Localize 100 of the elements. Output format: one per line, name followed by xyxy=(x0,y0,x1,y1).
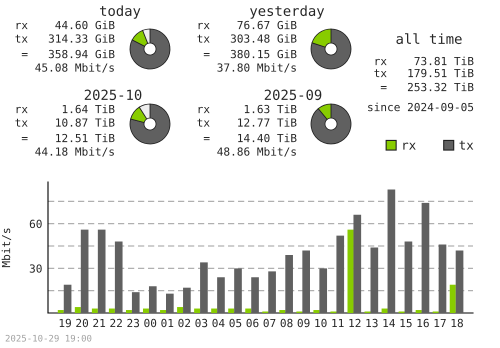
x-tick-label: 05 xyxy=(229,318,242,328)
x-tick-label: 14 xyxy=(383,318,395,328)
bar xyxy=(132,292,140,313)
donut-slice xyxy=(130,28,170,70)
bar xyxy=(211,308,218,313)
x-tick-label: 04 xyxy=(212,318,225,328)
chart-title: 2025-10 xyxy=(84,90,142,100)
text: = 14.40 TiB xyxy=(204,134,296,142)
x-tick-label: 06 xyxy=(246,318,258,328)
bar xyxy=(92,308,98,313)
x-tick-label: 10 xyxy=(315,318,327,328)
chart-title: yesterday xyxy=(250,5,324,19)
text: rx 73.81 TiB xyxy=(376,56,474,66)
bar xyxy=(58,310,64,313)
x-tick-label: 19 xyxy=(60,318,71,328)
x-tick-label: 07 xyxy=(264,318,276,328)
text: 45.08 Mbit/s xyxy=(35,63,114,73)
bar xyxy=(456,250,464,313)
bar xyxy=(279,310,286,313)
donut-slice xyxy=(310,28,352,70)
bar xyxy=(268,271,276,313)
text: all time xyxy=(396,33,462,44)
bar xyxy=(143,308,149,313)
x-tick-label: 11 xyxy=(332,318,344,328)
bar xyxy=(74,307,81,313)
x-tick-label: 03 xyxy=(195,318,208,328)
bar xyxy=(438,244,446,313)
bar xyxy=(302,250,310,313)
bar xyxy=(166,294,174,313)
text: tx 179.51 TiB xyxy=(374,68,474,78)
bar xyxy=(194,308,200,313)
x-tick-label: 23 xyxy=(127,318,140,328)
bar xyxy=(319,268,328,313)
legend-label: tx xyxy=(460,140,474,150)
bar xyxy=(370,248,378,313)
x-tick-label: 16 xyxy=(418,318,429,328)
text: 37.80 Mbit/s xyxy=(217,63,296,73)
x-tick-label: 17 xyxy=(434,318,446,328)
bar xyxy=(148,286,157,313)
bar xyxy=(64,284,72,313)
bar xyxy=(422,202,430,313)
text: since 2024-09-05 xyxy=(368,102,474,112)
text: tx 10.87 TiB xyxy=(15,118,114,127)
text: = 253.32 TiB xyxy=(380,82,474,92)
bar xyxy=(251,277,259,313)
bar xyxy=(347,230,354,313)
donut-slice xyxy=(130,104,170,144)
text: 48.86 Mbit/s xyxy=(217,147,296,157)
x-tick-label: 21 xyxy=(93,318,106,328)
bar xyxy=(353,214,362,313)
x-tick-label: 15 xyxy=(400,318,412,328)
bar xyxy=(228,308,234,313)
y-tick-label: 30 xyxy=(30,264,42,273)
bar xyxy=(382,308,388,313)
y-tick-label: 60 xyxy=(30,220,42,228)
bar xyxy=(404,242,412,313)
bar xyxy=(336,236,344,313)
bar xyxy=(177,307,184,313)
x-tick-label: 12 xyxy=(349,318,360,328)
text: tx 12.77 TiB xyxy=(197,118,296,127)
x-tick-label: 22 xyxy=(110,318,122,328)
bar xyxy=(234,268,242,313)
bar xyxy=(285,254,293,313)
x-tick-label: 13 xyxy=(366,318,378,328)
chart-title: today xyxy=(100,5,140,19)
bar xyxy=(416,310,422,313)
chart-title: 2025-09 xyxy=(264,90,322,100)
x-tick-label: 00 xyxy=(144,318,156,328)
text: rx 1.64 TiB xyxy=(16,104,114,114)
bar xyxy=(183,288,191,313)
text: 2025-10-29 19:00 xyxy=(6,334,92,342)
legend-label: rx xyxy=(403,142,416,150)
text: rx 44.60 GiB xyxy=(16,20,114,30)
text: tx 314.33 GiB xyxy=(15,34,114,43)
bar xyxy=(313,310,320,313)
text: = 358.94 GiB xyxy=(22,50,114,58)
text: = 12.51 TiB xyxy=(22,134,114,142)
bar xyxy=(160,310,166,313)
bar xyxy=(126,310,132,313)
bar xyxy=(245,308,252,313)
bar xyxy=(388,189,396,313)
text: rx 76.67 GiB xyxy=(198,20,296,30)
text: tx 303.48 GiB xyxy=(197,34,296,43)
x-tick-label: 20 xyxy=(76,318,88,328)
x-tick-label: 09 xyxy=(298,318,310,328)
x-tick-label: 08 xyxy=(280,318,293,328)
bar xyxy=(114,242,123,313)
x-tick-label: 01 xyxy=(161,318,174,328)
text: 44.18 Mbit/s xyxy=(35,147,114,157)
bar xyxy=(217,277,225,313)
text: rx 1.63 TiB xyxy=(198,104,296,114)
bar xyxy=(80,230,88,313)
x-tick-label: 02 xyxy=(178,318,190,328)
donut-slice xyxy=(310,104,352,144)
bar xyxy=(98,230,106,313)
text: = 380.15 GiB xyxy=(204,50,296,58)
bar xyxy=(200,262,208,313)
bar xyxy=(450,284,456,313)
y-axis-title: Mbit/s xyxy=(2,228,12,268)
bar xyxy=(108,308,115,313)
